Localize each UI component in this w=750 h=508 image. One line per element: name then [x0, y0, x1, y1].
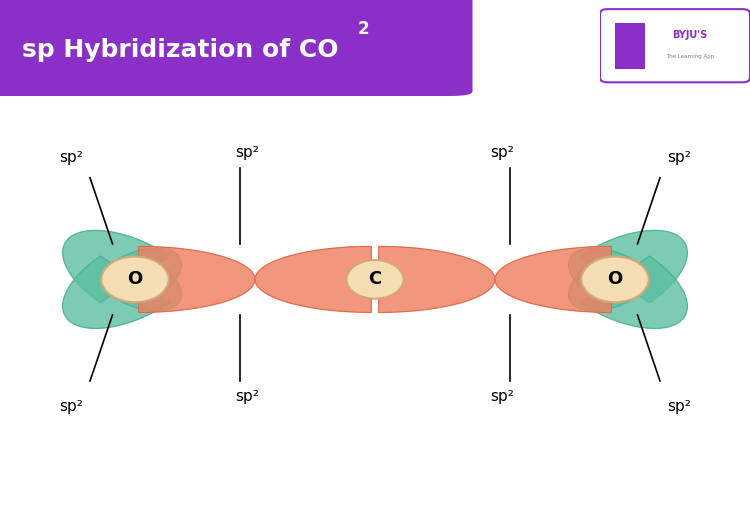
Text: sp²: sp²: [490, 145, 514, 160]
Text: sp Hybridization of CO: sp Hybridization of CO: [22, 38, 339, 62]
Text: O: O: [608, 270, 622, 289]
Text: sp²: sp²: [667, 150, 691, 165]
FancyBboxPatch shape: [0, 0, 472, 96]
Circle shape: [581, 257, 649, 302]
Polygon shape: [63, 231, 170, 303]
Text: sp²: sp²: [490, 389, 514, 404]
Text: sp²: sp²: [59, 399, 83, 414]
Text: sp²: sp²: [236, 389, 260, 404]
Polygon shape: [111, 263, 182, 311]
Text: C: C: [368, 270, 382, 289]
Polygon shape: [139, 246, 255, 312]
Text: sp²: sp²: [236, 145, 260, 160]
Text: The Learning App: The Learning App: [666, 54, 714, 59]
Text: sp²: sp²: [59, 150, 83, 165]
Polygon shape: [580, 256, 687, 328]
Text: BYJU'S: BYJU'S: [672, 30, 708, 40]
Text: 2: 2: [358, 20, 369, 38]
Polygon shape: [568, 248, 639, 296]
Circle shape: [346, 260, 404, 299]
Circle shape: [101, 257, 169, 302]
Polygon shape: [495, 246, 611, 312]
Polygon shape: [255, 246, 371, 312]
Polygon shape: [111, 248, 182, 296]
Text: sp²: sp²: [667, 399, 691, 414]
Polygon shape: [63, 256, 170, 328]
FancyBboxPatch shape: [600, 9, 750, 82]
Text: O: O: [128, 270, 142, 289]
Polygon shape: [379, 246, 495, 312]
Polygon shape: [568, 263, 639, 311]
Polygon shape: [580, 231, 687, 303]
Bar: [615, 23, 645, 69]
